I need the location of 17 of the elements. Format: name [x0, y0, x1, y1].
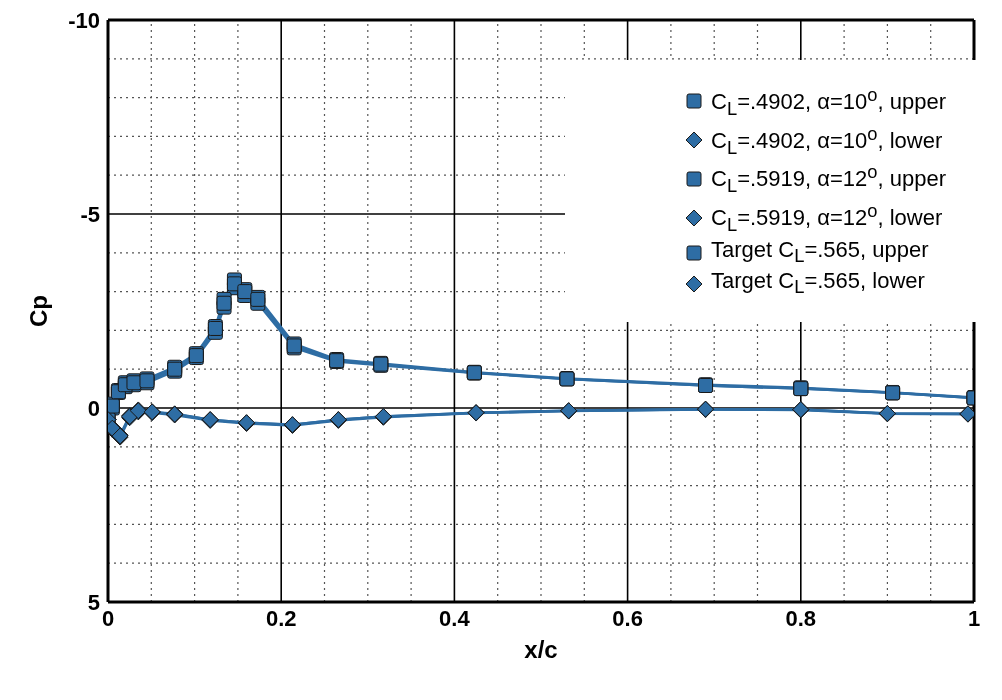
- x-tick-label: 1: [967, 605, 981, 631]
- x-axis-title: x/c: [524, 636, 558, 663]
- legend-label: Target C$_{L}$=.565, lower: [711, 268, 925, 300]
- legend-label: C$_{L}$=.5919, α=12$^{o}$, upper: [711, 160, 946, 199]
- y-tick-label: -5: [80, 201, 100, 227]
- y-tick-label: 0: [87, 395, 100, 421]
- legend-label: C$_{L}$=.4902, α=10$^{o}$, lower: [711, 121, 943, 160]
- x-tick-label: 0.8: [785, 605, 817, 631]
- x-tick-label: 0.6: [612, 605, 643, 631]
- x-tick-label: 0.2: [265, 605, 297, 631]
- y-tick-label: -10: [68, 7, 100, 33]
- y-tick-label: 5: [87, 589, 100, 615]
- legend-label: Target C$_{L}$=.565, upper: [711, 236, 929, 269]
- y-axis-title: Cp: [24, 295, 52, 327]
- legend-label: C$_{L}$=.5919, α=12$^{o}$, lower: [711, 199, 943, 237]
- legend-label: C$_{L}$=.4902, α=10$^{o}$, upper: [711, 83, 946, 121]
- x-tick-label: 0.4: [439, 605, 471, 631]
